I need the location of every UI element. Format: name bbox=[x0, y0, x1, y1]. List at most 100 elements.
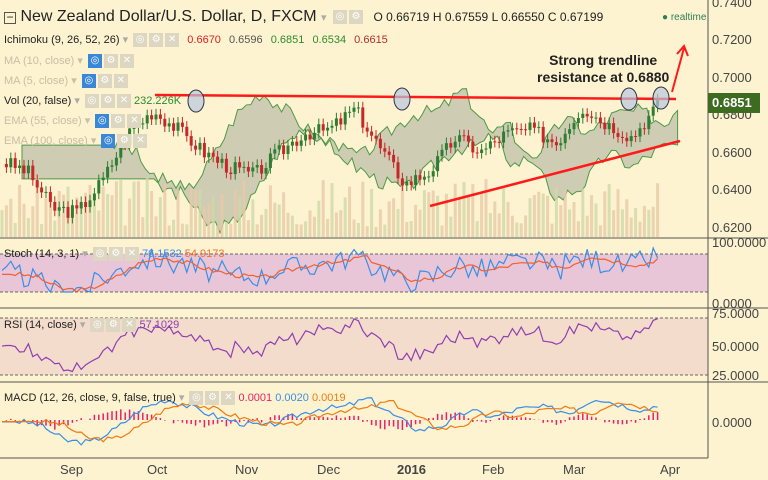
volume-bar bbox=[101, 186, 105, 237]
price-axis-label: 0.6600 bbox=[712, 145, 752, 160]
visibility-icon[interactable]: ◎ bbox=[84, 94, 99, 109]
gear-icon[interactable]: ⚙ bbox=[149, 33, 164, 48]
volume-bar bbox=[22, 203, 26, 237]
visibility-icon[interactable]: ◎ bbox=[133, 33, 148, 48]
close-icon[interactable]: ✕ bbox=[124, 247, 139, 262]
close-icon[interactable]: ✕ bbox=[119, 54, 134, 69]
gear-icon[interactable]: ⚙ bbox=[106, 318, 121, 333]
candle-body bbox=[18, 165, 22, 169]
visibility-icon[interactable]: ◎ bbox=[95, 114, 110, 129]
volume-bar bbox=[484, 179, 488, 237]
volume-bar bbox=[453, 183, 457, 237]
volume-bar bbox=[53, 220, 57, 237]
visibility-icon[interactable]: ◎ bbox=[189, 391, 204, 406]
collapse-icon[interactable]: − bbox=[4, 11, 16, 24]
chevron-down-icon[interactable]: ▾ bbox=[321, 12, 327, 24]
macd-line bbox=[2, 397, 658, 446]
rsi-line bbox=[1, 318, 658, 373]
volume-bar bbox=[365, 226, 369, 237]
candle-body bbox=[537, 126, 541, 128]
candle-body bbox=[392, 154, 396, 163]
visibility-icon[interactable]: ◎ bbox=[81, 74, 96, 89]
visibility-icon[interactable]: ◎ bbox=[92, 247, 107, 262]
volume-bar bbox=[576, 221, 580, 237]
visibility-icon[interactable]: ◎ bbox=[332, 9, 347, 24]
candle-body bbox=[150, 115, 154, 120]
candle-body bbox=[607, 123, 611, 130]
candle-body bbox=[114, 157, 118, 166]
volume-bar bbox=[119, 180, 123, 237]
macd-signal-value: 0.0019 bbox=[311, 392, 346, 404]
volume-bar bbox=[79, 201, 83, 237]
candle-body bbox=[475, 152, 479, 154]
chevron-down-icon[interactable]: ▾ bbox=[122, 34, 129, 46]
close-icon[interactable]: ✕ bbox=[113, 74, 128, 89]
ichimoku-value: 0.6615 bbox=[354, 34, 388, 46]
candle-body bbox=[458, 135, 462, 142]
candle-body bbox=[528, 122, 532, 130]
volume-bar bbox=[541, 193, 545, 237]
gear-icon[interactable]: ⚙ bbox=[117, 134, 132, 149]
gear-icon[interactable]: ⚙ bbox=[111, 114, 126, 129]
candle-body bbox=[651, 106, 655, 116]
close-icon[interactable]: ✕ bbox=[122, 318, 137, 333]
volume-bar bbox=[466, 196, 470, 237]
candle-body bbox=[326, 127, 330, 131]
gear-icon[interactable]: ⚙ bbox=[348, 9, 363, 24]
volume-bar bbox=[260, 214, 264, 237]
macd-axis-zero: 0.0000 bbox=[712, 415, 752, 430]
vol-value: 232.226K bbox=[133, 95, 182, 107]
volume-bar bbox=[352, 219, 356, 237]
close-icon[interactable]: ✕ bbox=[116, 94, 131, 109]
volume-bar bbox=[40, 224, 44, 237]
stoch-label: Stoch (14, 3, 1) bbox=[4, 248, 80, 260]
candle-body bbox=[92, 193, 96, 201]
candle-body bbox=[471, 141, 475, 153]
volume-bar bbox=[343, 197, 347, 237]
close-icon[interactable]: ✕ bbox=[127, 114, 142, 129]
chevron-down-icon[interactable]: ▾ bbox=[79, 319, 86, 331]
chevron-down-icon[interactable]: ▾ bbox=[82, 248, 88, 260]
volume-bar bbox=[550, 223, 554, 237]
volume-bar bbox=[251, 199, 255, 237]
volume-bar bbox=[387, 201, 391, 237]
visibility-icon[interactable]: ◎ bbox=[87, 54, 102, 69]
visibility-icon[interactable]: ◎ bbox=[101, 134, 116, 149]
volume-bar bbox=[110, 195, 114, 237]
volume-bar bbox=[431, 190, 435, 237]
gear-icon[interactable]: ⚙ bbox=[97, 74, 112, 89]
chevron-down-icon[interactable]: ▾ bbox=[74, 95, 80, 107]
chevron-down-icon[interactable]: ▾ bbox=[178, 392, 185, 404]
month-label: Oct bbox=[147, 462, 168, 477]
gear-icon[interactable]: ⚙ bbox=[100, 94, 115, 109]
volume-bar bbox=[462, 181, 466, 237]
volume-bar bbox=[194, 189, 198, 237]
volume-bar bbox=[422, 190, 426, 237]
gear-icon[interactable]: ⚙ bbox=[103, 54, 118, 69]
visibility-icon[interactable]: ◎ bbox=[90, 318, 105, 333]
candle-body bbox=[524, 129, 528, 131]
ma5-label: MA (5, close) bbox=[4, 75, 69, 87]
candle-body bbox=[110, 165, 114, 167]
gear-icon[interactable]: ⚙ bbox=[205, 391, 220, 406]
ma10-label: MA (10, close) bbox=[4, 55, 75, 67]
gear-icon[interactable]: ⚙ bbox=[108, 247, 123, 262]
volume-bar bbox=[167, 225, 171, 237]
volume-bar bbox=[488, 213, 492, 237]
volume-bar bbox=[392, 198, 396, 237]
close-icon[interactable]: ✕ bbox=[165, 33, 180, 48]
candle-body bbox=[348, 111, 352, 113]
volume-bar bbox=[524, 215, 528, 237]
volume-bar bbox=[312, 216, 316, 237]
candle-body bbox=[176, 122, 180, 131]
volume-bar bbox=[220, 193, 224, 237]
close-icon[interactable]: ✕ bbox=[221, 391, 236, 406]
resistance-trendline bbox=[154, 93, 677, 101]
status-dot-icon: ● bbox=[662, 12, 669, 23]
volume-bar bbox=[242, 180, 246, 237]
close-icon[interactable]: ✕ bbox=[133, 134, 148, 149]
volume-bar bbox=[361, 181, 365, 237]
candle-body bbox=[488, 141, 492, 149]
candle-body bbox=[546, 139, 550, 143]
